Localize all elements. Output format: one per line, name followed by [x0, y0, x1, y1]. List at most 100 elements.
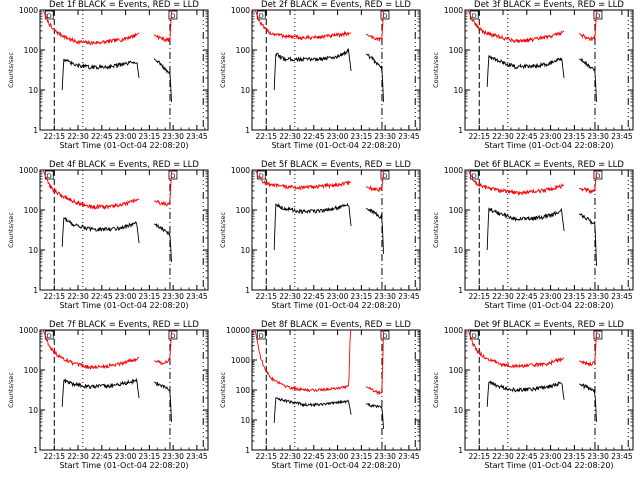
- x-tick-label: 23:00: [115, 452, 137, 461]
- events-series-segment-2: [153, 381, 172, 423]
- x-tick-label: 23:45: [398, 132, 420, 141]
- y-axis-label: Counts/sec: [432, 372, 440, 408]
- chart-title: Det 3f BLACK = Events, RED = LLD: [474, 0, 624, 10]
- x-tick-label: 23:15: [564, 132, 586, 141]
- events-series-segment-1: [61, 216, 140, 247]
- x-tick-label: 23:45: [186, 452, 208, 461]
- x-tick-label: 23:00: [115, 292, 137, 301]
- x-tick-label: 22:15: [468, 132, 490, 141]
- plot-frame: [39, 329, 209, 451]
- events-series-segment-2: [578, 213, 597, 266]
- y-tick-label: 1: [245, 446, 250, 455]
- x-tick-label: 23:15: [139, 292, 161, 301]
- marker-label: D: [170, 172, 175, 180]
- x-tick-label: 23:30: [162, 452, 184, 461]
- y-tick-label: 1000: [19, 166, 38, 175]
- x-tick-label: 23:30: [162, 132, 184, 141]
- detector-marker: D: [168, 170, 178, 180]
- lld-series-segment-2: [153, 169, 172, 207]
- x-tick-label: 23:45: [398, 452, 420, 461]
- y-tick-label: 10000: [226, 326, 250, 335]
- y-tick-label: 100: [236, 386, 251, 395]
- lld-series-segment-2: [365, 169, 384, 193]
- y-axis-label: Counts/sec: [219, 52, 227, 88]
- chart-panel-5: Det 5f BLACK = Events, RED = LLD 1 10 100 10…: [219, 160, 421, 310]
- y-axis-label: Counts/sec: [7, 372, 15, 408]
- x-tick-label: 23:30: [374, 132, 396, 141]
- marker-label: D: [595, 332, 600, 340]
- y-tick-label: 1: [33, 286, 38, 295]
- chart-title: Det 9f BLACK = Events, RED = LLD: [474, 320, 624, 330]
- y-tick-label: 100: [24, 366, 39, 375]
- marker-box: [168, 170, 178, 180]
- plot-frame: [464, 329, 634, 451]
- x-tick-label: 22:30: [492, 132, 514, 141]
- x-tick-label: 22:45: [516, 452, 538, 461]
- events-series-segment-1: [61, 58, 140, 91]
- x-tick-label: 23:30: [587, 132, 609, 141]
- x-tick-label: 23:45: [611, 292, 633, 301]
- detector-marker: D: [256, 330, 266, 340]
- x-axis-label: Start Time (01-Oct-04 22:08:20): [271, 301, 400, 310]
- marker-label: D: [382, 12, 387, 20]
- marker-box: [380, 10, 390, 20]
- x-tick-label: 23:15: [351, 132, 373, 141]
- lld-series-segment-1: [467, 9, 565, 44]
- chart-title: Det 4f BLACK = Events, RED = LLD: [49, 160, 199, 170]
- marker-label: D: [47, 12, 52, 20]
- x-tick-label: 22:30: [492, 452, 514, 461]
- y-tick-label: 1: [33, 126, 38, 135]
- detector-marker: D: [380, 170, 390, 180]
- x-tick-label: 22:45: [91, 292, 113, 301]
- x-tick-label: 22:15: [43, 292, 65, 301]
- y-tick-label: 10: [28, 86, 38, 95]
- x-tick-label: 23:45: [186, 292, 208, 301]
- chart-panel-6: Det 6f BLACK = Events, RED = LLD 1 10 100 10…: [432, 160, 634, 310]
- chart-title: Det 1f BLACK = Events, RED = LLD: [49, 0, 199, 10]
- lld-series-segment-2: [153, 329, 172, 365]
- x-tick-label: 23:30: [374, 452, 396, 461]
- x-tick-label: 22:15: [255, 292, 277, 301]
- y-axis-label: Counts/sec: [219, 372, 227, 408]
- x-tick-label: 22:15: [43, 452, 65, 461]
- events-series-segment-1: [486, 207, 565, 251]
- y-tick-label: 1: [33, 446, 38, 455]
- chart-title: Det 8f BLACK = Events, RED = LLD: [261, 320, 411, 330]
- lld-series-segment-1: [467, 329, 565, 369]
- x-tick-label: 23:00: [327, 132, 349, 141]
- detector-marker: D: [44, 10, 54, 20]
- y-axis-label: Counts/sec: [432, 212, 440, 248]
- marker-label: D: [170, 332, 175, 340]
- marker-label: D: [47, 172, 52, 180]
- x-tick-label: 22:45: [303, 452, 325, 461]
- events-series-segment-2: [153, 223, 172, 263]
- detector-marker: D: [256, 170, 266, 180]
- marker-box: [168, 330, 178, 340]
- plot-frame: [464, 9, 634, 131]
- x-tick-label: 23:00: [115, 132, 137, 141]
- x-tick-label: 23:00: [540, 292, 562, 301]
- y-tick-label: 10: [240, 246, 250, 255]
- marker-label: D: [259, 172, 264, 180]
- y-axis-label: Counts/sec: [7, 212, 15, 248]
- lld-series-segment-2: [578, 169, 597, 195]
- y-tick-label: 1: [245, 286, 250, 295]
- x-axis-label: Start Time (01-Oct-04 22:08:20): [59, 461, 188, 470]
- plot-frame: [39, 169, 209, 291]
- x-tick-label: 23:45: [611, 132, 633, 141]
- x-tick-label: 22:15: [255, 452, 277, 461]
- chart-panel-9: Det 9f BLACK = Events, RED = LLD 1 10 100 10…: [432, 320, 634, 470]
- chart-panel-8: Det 8f BLACK = Events, RED = LLD 1 10 100 10…: [219, 320, 421, 470]
- chart-panel-2: Det 2f BLACK = Events, RED = LLD 1 10 100 10…: [219, 0, 421, 150]
- chart-title: Det 7f BLACK = Events, RED = LLD: [49, 320, 199, 330]
- x-tick-label: 23:30: [374, 292, 396, 301]
- x-tick-label: 22:15: [468, 452, 490, 461]
- plot-frame: [251, 169, 421, 291]
- x-axis-label: Start Time (01-Oct-04 22:08:20): [59, 141, 188, 150]
- lld-series-segment-2: [153, 9, 172, 43]
- x-tick-label: 22:30: [67, 292, 89, 301]
- events-series-segment-2: [365, 207, 384, 254]
- chart-panel-4: Det 4f BLACK = Events, RED = LLD 1 10 100 10…: [7, 160, 209, 310]
- x-tick-label: 23:45: [186, 132, 208, 141]
